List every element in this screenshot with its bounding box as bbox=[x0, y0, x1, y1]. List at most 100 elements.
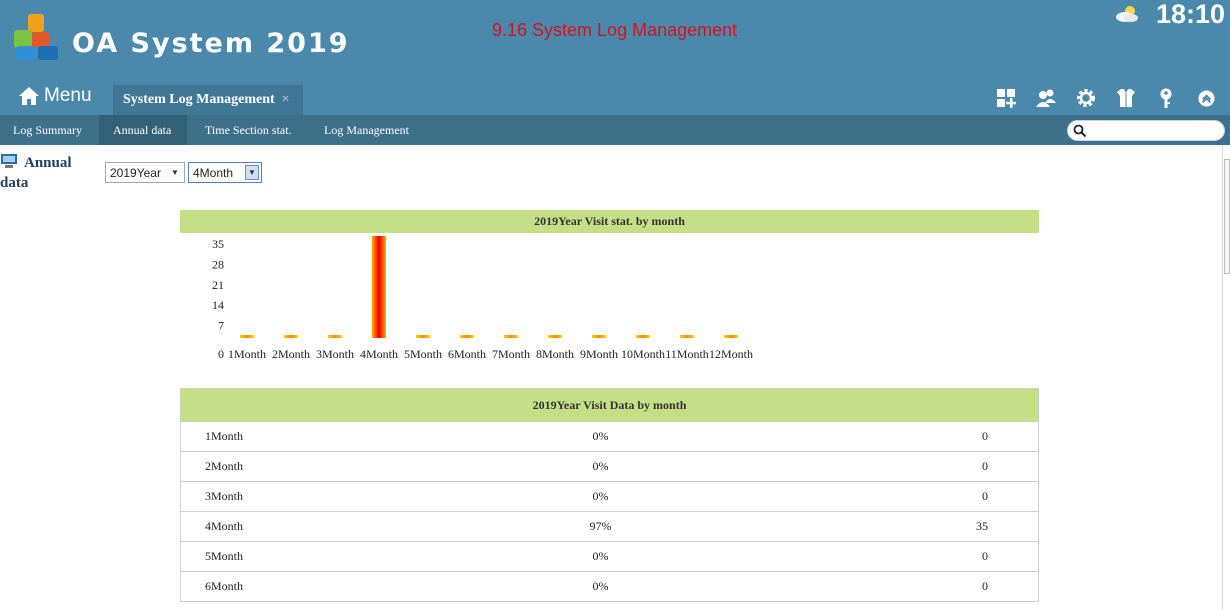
password-button[interactable] bbox=[1146, 86, 1186, 110]
x-tick-label: 7Month bbox=[492, 347, 530, 361]
bar bbox=[592, 335, 606, 338]
menu-label: Menu bbox=[44, 85, 92, 106]
year-select-value: 2019Year bbox=[110, 165, 161, 180]
count-cell: 0 bbox=[760, 541, 1039, 572]
count-cell: 0 bbox=[760, 451, 1039, 482]
search-icon bbox=[1073, 124, 1087, 138]
subnav-annual-data[interactable]: Annual data bbox=[99, 115, 187, 145]
year-select[interactable]: 2019Year ▼ bbox=[105, 162, 185, 183]
table-row: 2Month 0% 0 bbox=[180, 451, 1039, 482]
add-app-button[interactable] bbox=[986, 86, 1026, 110]
sub-navigation: Log Summary Annual data Time Section sta… bbox=[0, 115, 1230, 145]
month-cell: 6Month bbox=[180, 571, 441, 602]
bar bbox=[724, 335, 738, 338]
x-tick-label: 11Month bbox=[665, 347, 709, 361]
x-tick-label: 1Month bbox=[228, 347, 266, 361]
weather-icon bbox=[1116, 6, 1138, 22]
y-tick-label: 21 bbox=[212, 278, 224, 292]
percent-cell: 0% bbox=[440, 451, 761, 482]
count-cell: 0 bbox=[760, 571, 1039, 602]
table-row: 1Month 0% 0 bbox=[180, 421, 1039, 452]
bar bbox=[328, 335, 342, 338]
count-cell: 0 bbox=[760, 421, 1039, 452]
chevron-up-icon bbox=[1197, 89, 1215, 107]
section-title: Annual data bbox=[0, 153, 80, 193]
month-cell: 3Month bbox=[180, 481, 441, 512]
month-cell: 5Month bbox=[180, 541, 441, 572]
chevron-down-icon: ▼ bbox=[245, 165, 259, 180]
y-tick-label: 14 bbox=[212, 298, 224, 312]
table-row: 6Month 0% 0 bbox=[180, 571, 1039, 602]
grid-add-icon bbox=[997, 89, 1016, 108]
close-icon[interactable]: × bbox=[281, 92, 290, 107]
settings-button[interactable] bbox=[1066, 86, 1106, 110]
y-tick-label: 28 bbox=[212, 257, 224, 271]
key-icon bbox=[1160, 88, 1172, 108]
app-title: OA System 2019 bbox=[72, 28, 350, 59]
percent-cell: 0% bbox=[440, 541, 761, 572]
count-cell: 0 bbox=[760, 481, 1039, 512]
month-cell: 2Month bbox=[180, 451, 441, 482]
search-box[interactable] bbox=[1067, 120, 1225, 141]
clock: 18:10 bbox=[1156, 0, 1226, 29]
bar-chart: 35 28 21 14 7 0 1Month 2Month 3Month 4Month 5Mont… bbox=[212, 236, 753, 361]
toolbar bbox=[986, 86, 1226, 110]
x-tick-label: 5Month bbox=[404, 347, 442, 361]
subnav-log-summary[interactable]: Log Summary bbox=[13, 123, 82, 137]
percent-cell: 97% bbox=[440, 511, 761, 542]
subnav-time-section-stat[interactable]: Time Section stat. bbox=[205, 123, 292, 137]
chevron-down-icon: ▼ bbox=[171, 168, 179, 177]
users-icon bbox=[1036, 89, 1056, 107]
table-row: 5Month 0% 0 bbox=[180, 541, 1039, 572]
y-tick-label: 35 bbox=[212, 237, 224, 251]
collapse-button[interactable] bbox=[1186, 86, 1226, 110]
y-tick-label: 7 bbox=[218, 319, 224, 333]
table-title: 2019Year Visit Data by month bbox=[180, 388, 1039, 422]
month-select-value: 4Month bbox=[193, 165, 234, 180]
users-button[interactable] bbox=[1026, 86, 1066, 110]
month-select[interactable]: 4Month ▼ bbox=[188, 162, 262, 183]
count-cell: 35 bbox=[760, 511, 1039, 542]
percent-cell: 0% bbox=[440, 481, 761, 512]
bar bbox=[680, 335, 694, 338]
chart-title: 2019Year Visit stat. by month bbox=[180, 210, 1039, 233]
tab-label: System Log Management bbox=[123, 92, 275, 107]
theme-button[interactable] bbox=[1106, 86, 1146, 110]
bar bbox=[548, 335, 562, 338]
app-logo-icon bbox=[14, 14, 58, 60]
bar bbox=[636, 335, 650, 338]
month-cell: 1Month bbox=[180, 421, 441, 452]
section-title-text: Annual data bbox=[0, 155, 72, 191]
percent-cell: 0% bbox=[440, 571, 761, 602]
menu-button[interactable]: Menu bbox=[18, 82, 92, 110]
bar bbox=[284, 335, 298, 338]
bar bbox=[372, 236, 386, 338]
scrollbar-thumb[interactable] bbox=[1224, 159, 1230, 274]
tab-system-log-management[interactable]: System Log Management × bbox=[113, 85, 303, 115]
gear-icon bbox=[1077, 89, 1095, 107]
bar bbox=[504, 335, 518, 338]
bar bbox=[240, 335, 254, 338]
app-header: OA System 2019 9.16 System Log Managemen… bbox=[0, 0, 1230, 115]
y-tick-label: 0 bbox=[218, 347, 224, 361]
home-icon bbox=[19, 87, 39, 105]
vertical-scrollbar[interactable] bbox=[1222, 145, 1230, 610]
bar bbox=[460, 335, 474, 338]
subnav-log-management[interactable]: Log Management bbox=[324, 123, 409, 137]
x-tick-label: 3Month bbox=[316, 347, 354, 361]
x-tick-label: 6Month bbox=[448, 347, 486, 361]
main-content: Annual data 2019Year ▼ 4Month ▼ 2019Year… bbox=[0, 145, 1222, 610]
x-tick-label: 8Month bbox=[536, 347, 574, 361]
shirt-icon bbox=[1117, 89, 1135, 107]
x-tick-label: 10Month bbox=[621, 347, 665, 361]
percent-cell: 0% bbox=[440, 421, 761, 452]
visit-chart: 35 28 21 14 7 0 1Month 2Month 3Month 4Month 5Mont… bbox=[180, 233, 1039, 373]
x-tick-label: 2Month bbox=[272, 347, 310, 361]
page-heading: 9.16 System Log Management bbox=[492, 20, 738, 40]
x-tick-label: 9Month bbox=[580, 347, 618, 361]
search-input[interactable] bbox=[1090, 122, 1220, 139]
month-cell: 4Month bbox=[180, 511, 441, 542]
table-row: 4Month 97% 35 bbox=[180, 511, 1039, 542]
table-row: 3Month 0% 0 bbox=[180, 481, 1039, 512]
bar bbox=[416, 335, 430, 338]
